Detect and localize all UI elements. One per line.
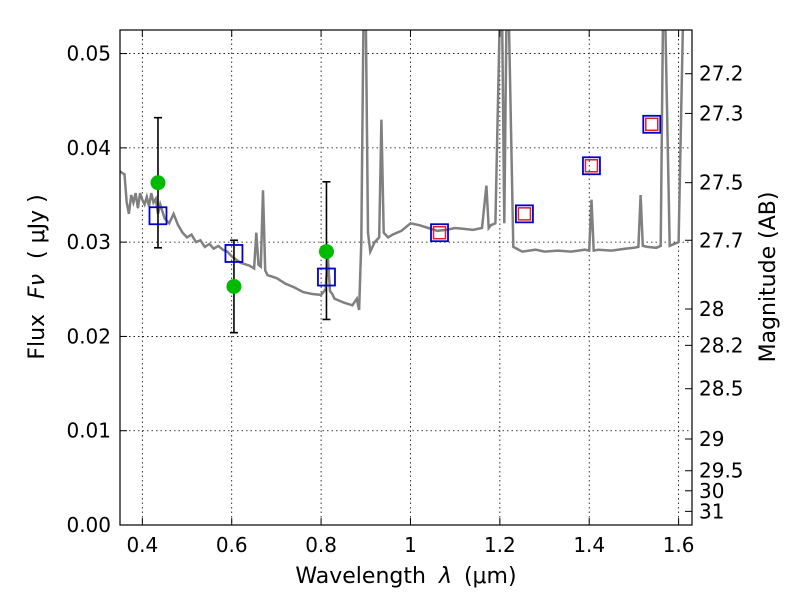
mag-tick-label: 27.5 bbox=[699, 171, 744, 195]
x-tick-label: 1.4 bbox=[573, 533, 605, 557]
y-tick-label: 0.02 bbox=[66, 324, 111, 348]
mag-tick-label: 27.7 bbox=[699, 228, 744, 252]
mag-tick-label: 27.2 bbox=[699, 62, 744, 86]
model-photometry-points bbox=[148, 114, 662, 287]
mag-tick-label: 28.5 bbox=[699, 377, 744, 401]
model-photometry-inner-square bbox=[517, 207, 532, 221]
x-tick-label: 0.6 bbox=[216, 533, 248, 557]
mag-tick-label: 29 bbox=[699, 427, 724, 451]
y-tick-label: 0.04 bbox=[66, 136, 111, 160]
y-axis-ticks: 0.00 0.01 0.02 0.03 0.04 0.05 bbox=[66, 42, 127, 537]
plot-border bbox=[119, 29, 693, 526]
y-tick-label: 0.03 bbox=[66, 230, 111, 254]
x-tick-label: 0.8 bbox=[305, 533, 337, 557]
y-axis-label: Flux Fν ( μJy ) bbox=[25, 194, 50, 359]
model-photometry-inner-square bbox=[584, 159, 599, 173]
x-tick-label: 0.4 bbox=[126, 533, 158, 557]
model-photometry-square bbox=[430, 223, 449, 243]
observed-point bbox=[226, 278, 242, 294]
model-photometry-square bbox=[582, 156, 601, 176]
y-tick-label: 0.00 bbox=[66, 513, 111, 537]
x-tick-label: 1 bbox=[404, 533, 417, 557]
mag-tick-label: 28.2 bbox=[699, 333, 744, 357]
observed-point bbox=[150, 175, 166, 191]
x-tick-label: 1.2 bbox=[484, 533, 516, 557]
mag-tick-label: 31 bbox=[699, 499, 724, 523]
y-tick-label: 0.01 bbox=[66, 419, 111, 443]
mag-tick-label: 28 bbox=[699, 297, 724, 321]
magnitude-axis-label: Magnitude (AB) bbox=[756, 192, 781, 363]
grid bbox=[120, 30, 692, 526]
model-photometry-square bbox=[224, 244, 244, 263]
plot-background bbox=[120, 30, 692, 525]
plot-area bbox=[119, 29, 693, 526]
mag-tick-label: 27.3 bbox=[699, 101, 744, 125]
mag-tick-label: 29.5 bbox=[699, 459, 744, 483]
model-photometry-square bbox=[642, 114, 662, 134]
model-spectrum-line bbox=[120, 30, 685, 311]
y-tick-label: 0.05 bbox=[66, 42, 111, 66]
model-spectrum bbox=[120, 30, 685, 311]
x-axis-ticks: 0.4 0.6 0.8 1 1.2 1.4 1.6 bbox=[126, 30, 695, 557]
x-tick-label: 1.6 bbox=[663, 533, 695, 557]
observed-point bbox=[318, 244, 334, 260]
mag-tick-label: 30 bbox=[699, 479, 724, 503]
model-photometry-square bbox=[148, 206, 168, 226]
x-axis-label: Wavelength λ (μm) bbox=[295, 564, 516, 589]
model-photometry-inner-square bbox=[645, 117, 659, 132]
model-photometry-inner-square bbox=[432, 225, 447, 240]
model-photometry-square bbox=[515, 204, 534, 224]
observed-points bbox=[150, 175, 334, 294]
model-photometry-square bbox=[317, 267, 336, 287]
